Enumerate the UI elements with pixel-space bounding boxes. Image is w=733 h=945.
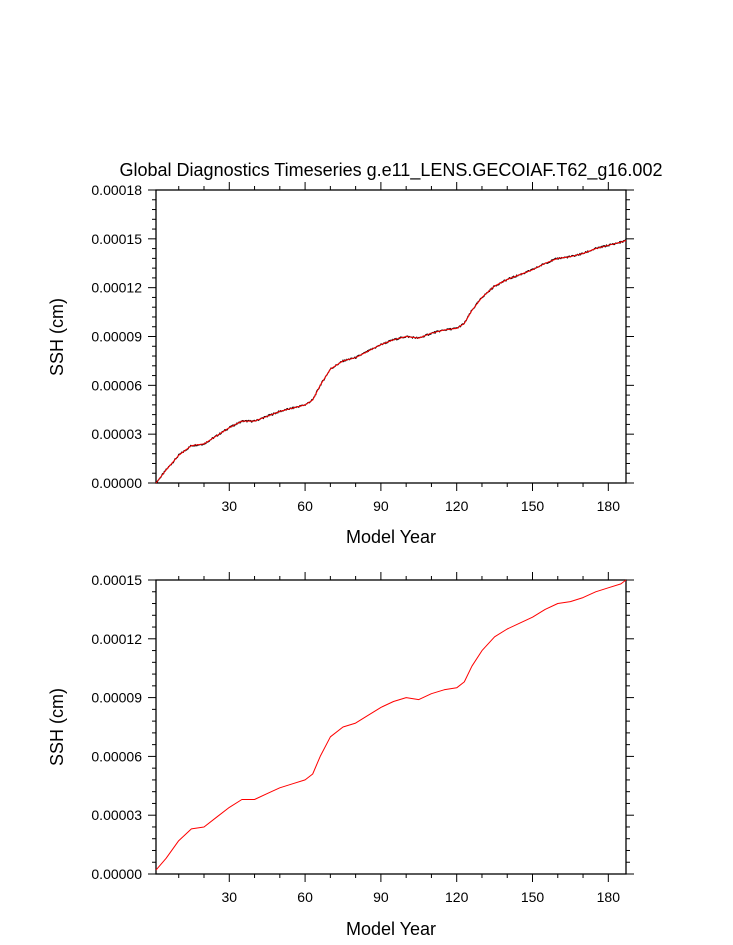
- y-tick-label: 0.00006: [91, 377, 142, 393]
- y-tick-label: 0.00006: [91, 748, 142, 764]
- x-tick-label: 120: [445, 498, 469, 514]
- x-tick-label: 60: [297, 889, 313, 905]
- y-tick-label: 0.00000: [91, 866, 142, 882]
- chart-2-xlabel: Model Year: [346, 919, 436, 939]
- chart-1-ylabel: SSH (cm): [47, 298, 67, 376]
- y-tick-label: 0.00012: [91, 280, 142, 296]
- x-tick-label: 90: [373, 498, 389, 514]
- plot-frame: [155, 579, 627, 875]
- chart-1-title: Global Diagnostics Timeseries g.e11_LENS…: [120, 160, 663, 181]
- series-line-annual: [155, 240, 627, 484]
- chart-1-xlabel: Model Year: [346, 527, 436, 547]
- y-tick-label: 0.00009: [91, 329, 142, 345]
- x-tick-label: 180: [597, 498, 621, 514]
- chart-2-panel: Model Year SSH (cm) 30 60 90 120 150 180 0.000…: [47, 572, 634, 939]
- x-tick-label: 90: [373, 889, 389, 905]
- chart-1-panel: Model Year SSH (cm) 30 60 90 120 150 180 0.000…: [47, 182, 634, 547]
- y-tick-label: 0.00012: [91, 631, 142, 647]
- series-line-annual: [155, 579, 627, 871]
- chart-2-ylabel: SSH (cm): [47, 688, 67, 766]
- y-tick-label: 0.00003: [91, 426, 142, 442]
- x-tick-label: 150: [521, 889, 545, 905]
- x-tick-label: 60: [297, 498, 313, 514]
- y-tick-label: 0.00015: [91, 572, 142, 588]
- x-tick-label: 120: [445, 889, 469, 905]
- x-tick-label: 180: [597, 889, 621, 905]
- x-tick-label: 30: [221, 889, 237, 905]
- x-tick-label: 30: [221, 498, 237, 514]
- y-tick-label: 0.00018: [91, 182, 142, 198]
- y-tick-label: 0.00015: [91, 231, 142, 247]
- y-tick-label: 0.00000: [91, 475, 142, 491]
- series-line-monthly: [155, 239, 627, 484]
- y-tick-label: 0.00003: [91, 807, 142, 823]
- x-tick-label: 150: [521, 498, 545, 514]
- plot-frame: [155, 189, 627, 484]
- y-tick-label: 0.00009: [91, 690, 142, 706]
